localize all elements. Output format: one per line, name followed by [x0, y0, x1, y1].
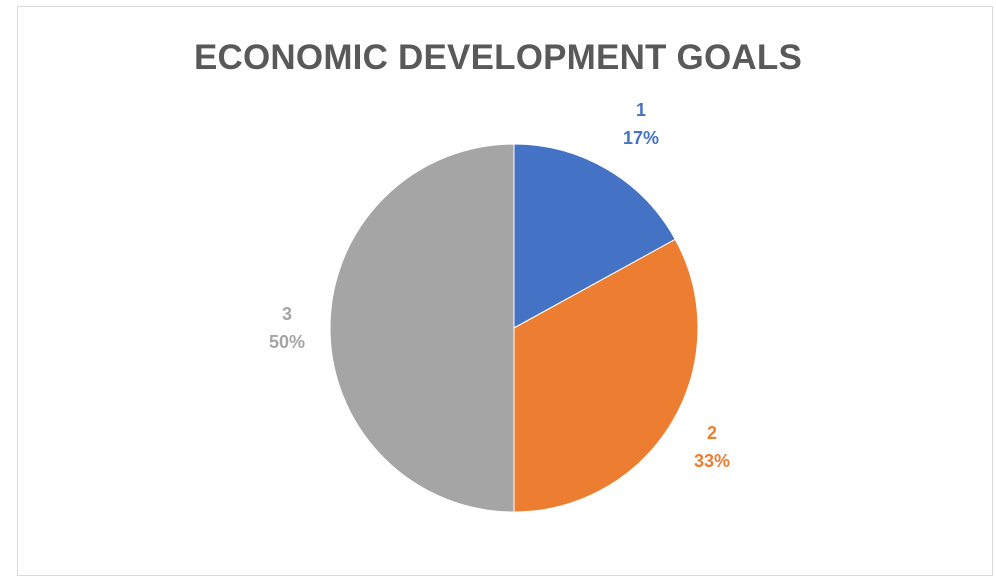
data-label-slice-2: 2 33% [672, 419, 752, 475]
data-label-category: 3 [281, 304, 292, 324]
data-label-category: 1 [635, 100, 646, 120]
pie-slice-2 [513, 238, 699, 513]
pie-slice-3 [329, 143, 515, 513]
data-label-slice-1: 1 17% [601, 96, 681, 152]
data-label-percent: 33% [693, 451, 731, 471]
data-label-percent: 50% [268, 332, 306, 352]
data-label-percent: 17% [622, 128, 660, 148]
chart-title: ECONOMIC DEVELOPMENT GOALS [193, 38, 802, 77]
data-label-category: 2 [706, 423, 717, 443]
data-label-slice-3: 3 50% [247, 300, 327, 356]
pie-slice-1 [513, 143, 676, 329]
